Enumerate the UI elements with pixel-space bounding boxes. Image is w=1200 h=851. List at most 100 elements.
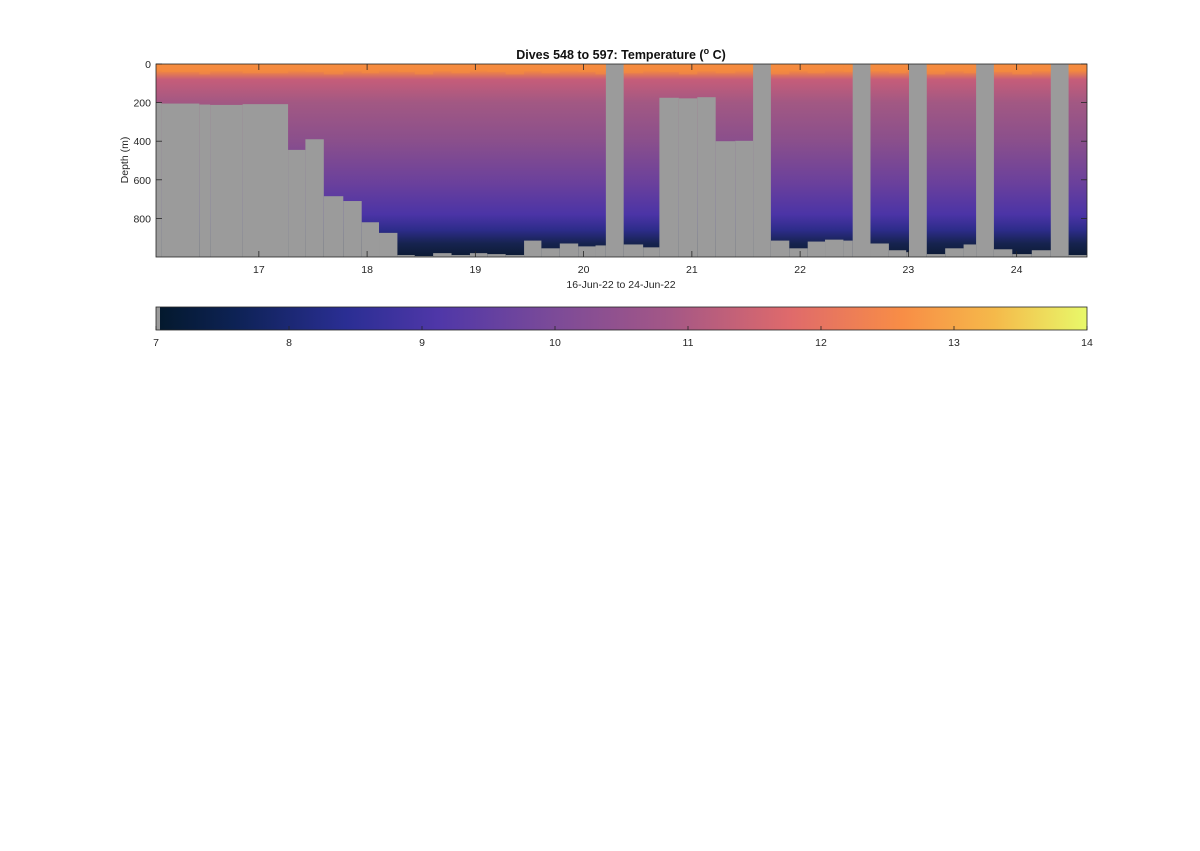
profile-surface-layer xyxy=(323,64,344,75)
profile-surface-layer xyxy=(505,64,525,75)
profile-column xyxy=(1031,64,1051,257)
profile-no-data xyxy=(843,240,853,257)
profile-no-data xyxy=(993,249,1013,257)
profile-no-data xyxy=(397,255,416,257)
profile-surface-layer xyxy=(469,64,488,70)
colorbar-no-data-swatch xyxy=(156,307,160,330)
profile-surface-layer xyxy=(199,64,211,75)
profile-no-data xyxy=(288,149,306,257)
colorbar-tick-label: 13 xyxy=(948,337,960,349)
colorbar-tick-label: 11 xyxy=(683,337,694,349)
x-tick-label: 20 xyxy=(578,264,590,276)
colorbar-tick-label: 10 xyxy=(549,337,561,349)
profile-surface-layer xyxy=(735,64,754,70)
profile-column xyxy=(789,64,809,257)
profile-column xyxy=(414,64,434,257)
profile-surface-layer xyxy=(487,64,507,73)
profile-no-data xyxy=(926,254,946,257)
x-axis-label: 16-Jun-22 to 24-Jun-22 xyxy=(566,279,675,291)
y-tick-label: 0 xyxy=(145,59,151,71)
profile-surface-layer xyxy=(659,64,680,73)
colorbar-tick-label: 14 xyxy=(1081,337,1093,349)
profile-surface-layer xyxy=(361,64,380,74)
profile-no-data xyxy=(735,140,754,257)
profile-surface-layer xyxy=(789,64,809,71)
profile-no-data xyxy=(678,98,698,257)
y-tick-label: 400 xyxy=(133,136,151,148)
profile-surface-layer xyxy=(161,64,200,73)
profile-no-data xyxy=(541,248,561,257)
profile-surface-layer xyxy=(888,64,907,74)
profile-no-data xyxy=(659,97,680,257)
profile-column xyxy=(505,64,525,257)
profile-surface-layer xyxy=(697,64,717,71)
profile-no-data xyxy=(770,240,790,257)
colorbar-tick-label: 8 xyxy=(286,337,292,349)
profile-surface-layer xyxy=(870,64,890,71)
profile-surface-layer xyxy=(541,64,561,74)
x-tick-label: 24 xyxy=(1011,264,1023,276)
profile-surface-layer xyxy=(156,64,163,70)
profile-surface-layer xyxy=(643,64,660,70)
profile-surface-layer xyxy=(807,64,826,74)
chart-title-superscript: o xyxy=(704,46,710,56)
profile-surface-layer xyxy=(623,64,644,74)
profile-column xyxy=(807,64,826,257)
profile-surface-layer xyxy=(1031,64,1051,71)
plot-area xyxy=(156,64,1087,257)
x-tick-label: 19 xyxy=(470,264,482,276)
profile-column xyxy=(361,64,380,257)
profile-surface-layer xyxy=(678,64,698,75)
profile-no-data xyxy=(697,97,717,257)
profile-column xyxy=(888,64,907,257)
profile-no-data xyxy=(242,104,289,257)
x-tick-label: 23 xyxy=(903,264,915,276)
profile-column xyxy=(578,64,597,257)
profile-surface-layer xyxy=(305,64,325,73)
profile-column xyxy=(945,64,965,257)
profile-column xyxy=(559,64,579,257)
profile-column xyxy=(524,64,542,257)
colorbar-tick-label: 12 xyxy=(815,337,827,349)
y-axis: 0 200 400 600 800 xyxy=(133,59,1087,225)
profile-surface-layer xyxy=(288,64,306,70)
profile-column xyxy=(993,64,1013,257)
profile-column xyxy=(595,64,606,257)
y-axis-label: Depth (m) xyxy=(119,137,131,184)
colorbar-tick-label: 7 xyxy=(153,337,159,349)
y-tick-label: 600 xyxy=(133,175,151,187)
profile-no-data xyxy=(870,243,890,257)
profile-no-data xyxy=(199,104,211,257)
profile-no-data xyxy=(323,196,344,257)
profile-column xyxy=(643,64,660,257)
profile-column xyxy=(623,64,644,257)
profile-no-data xyxy=(825,239,845,257)
profile-surface-layer xyxy=(926,64,946,75)
profile-surface-layer xyxy=(451,64,471,74)
profile-column xyxy=(469,64,488,257)
chart-title: Dives 548 to 597: Temperature (o C) xyxy=(516,46,726,62)
colorbar-frame xyxy=(155,306,1088,331)
profile-column xyxy=(843,64,853,257)
profile-surface-layer xyxy=(242,64,289,74)
profile-surface-layer xyxy=(993,64,1013,73)
profile-no-data xyxy=(210,104,244,257)
profile-column xyxy=(963,64,977,257)
profile-surface-layer xyxy=(1068,64,1087,70)
profile-surface-layer xyxy=(578,64,597,73)
profile-no-data xyxy=(487,254,507,257)
profile-surface-layer xyxy=(524,64,542,71)
profile-surface-layer xyxy=(379,64,399,70)
profile-no-data xyxy=(1012,254,1033,257)
colorbar-tick-label: 9 xyxy=(419,337,425,349)
profile-column xyxy=(825,64,845,257)
x-tick-label: 21 xyxy=(686,264,698,276)
profile-surface-layer xyxy=(343,64,363,71)
profile-no-data xyxy=(906,252,909,257)
profile-surface-layer xyxy=(559,64,579,70)
profile-no-data xyxy=(559,243,579,257)
y-tick-label: 800 xyxy=(133,213,151,225)
profile-no-data xyxy=(963,244,977,257)
profile-no-data xyxy=(1031,250,1051,257)
